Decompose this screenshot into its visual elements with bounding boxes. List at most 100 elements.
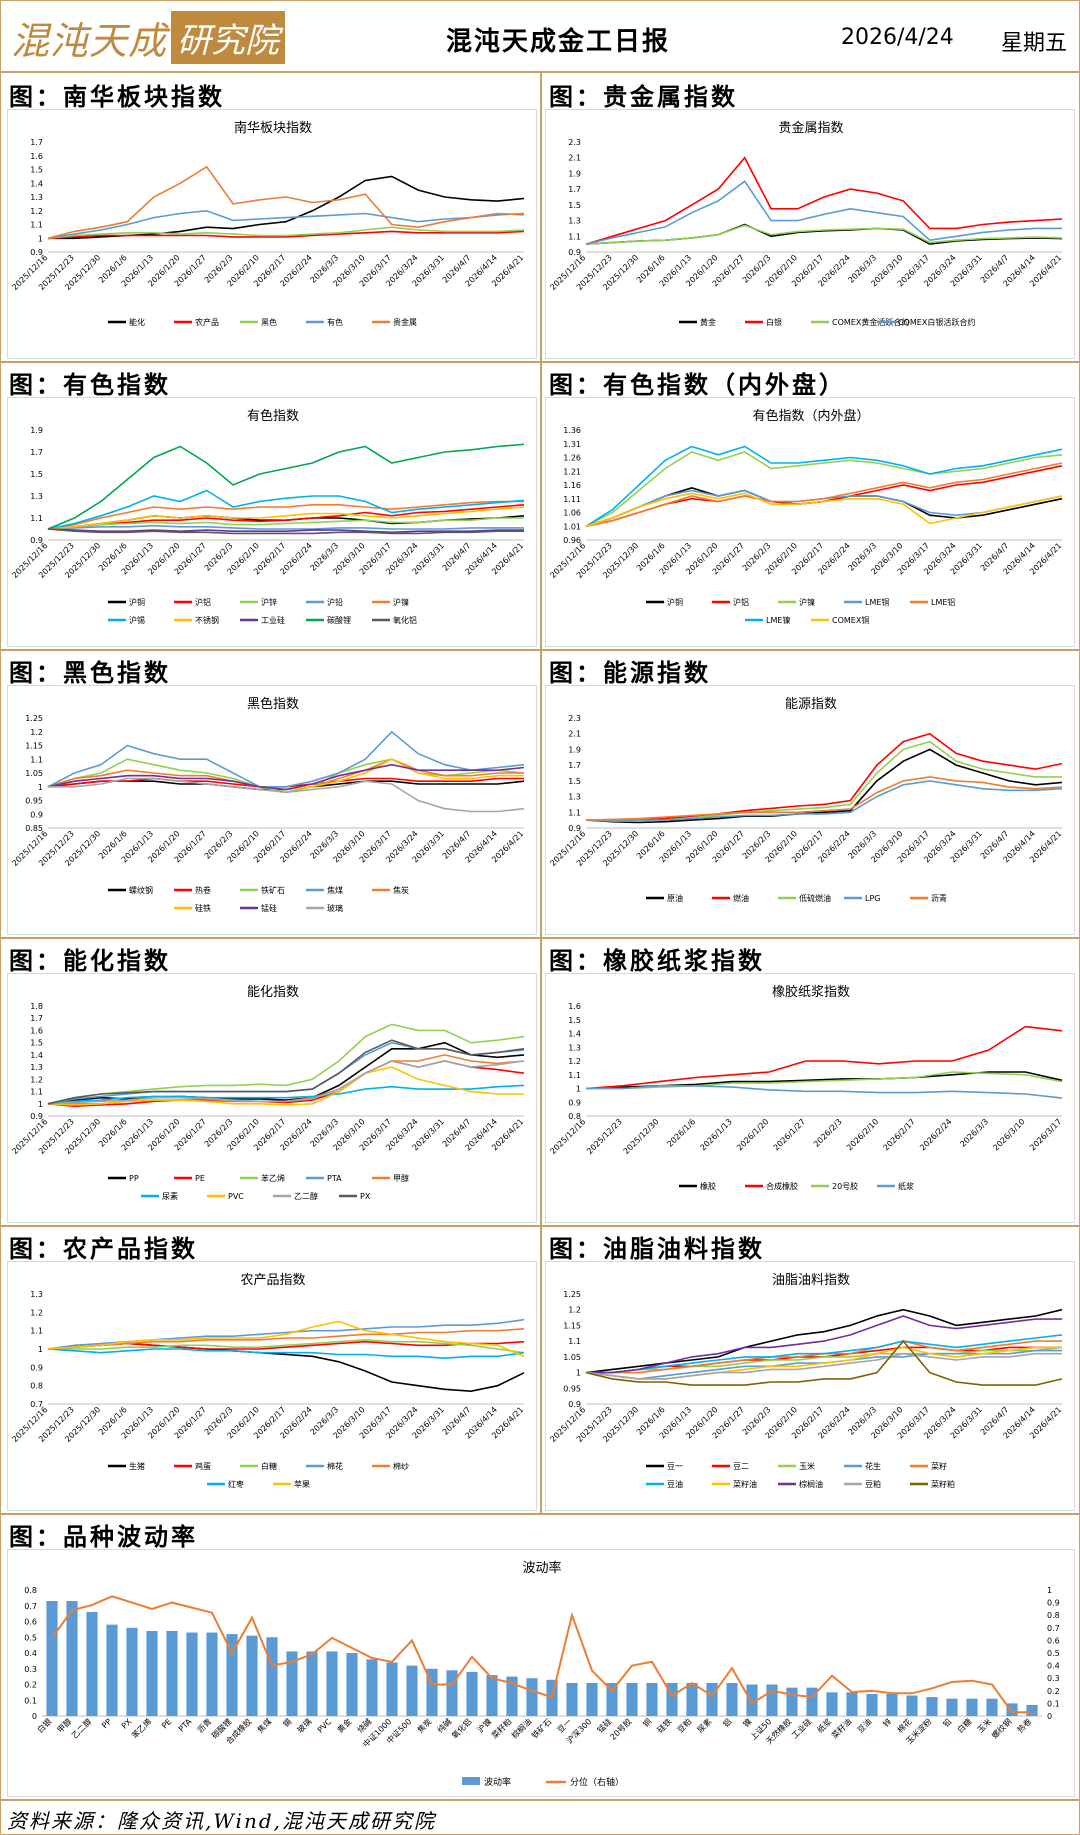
volatility-bar	[746, 1684, 758, 1716]
x-tick-label: 2026/2/10	[845, 1117, 880, 1152]
legend-label: 20号胶	[832, 1181, 858, 1191]
legend-label: 沪铝	[195, 597, 211, 607]
y-tick-label: 0.5	[24, 1633, 37, 1642]
y-tick-label: 1.3	[568, 217, 581, 226]
x-tick-label: PTA	[177, 1717, 194, 1734]
y-tick-label: 1.5	[30, 166, 43, 175]
legend-label: 沪镍	[393, 597, 409, 607]
x-tick-label: 2026/1/20	[735, 1117, 770, 1152]
legend-label: LME镍	[766, 615, 790, 625]
series-line	[586, 1346, 1063, 1374]
legend-label: LPG	[865, 894, 880, 903]
series-line	[585, 451, 1063, 528]
y-tick-label: 0.9	[30, 810, 43, 819]
series-line	[585, 224, 1063, 245]
legend-label: 尿素	[162, 1191, 178, 1201]
y-tick-label: 1.05	[25, 769, 43, 778]
volatility-bar	[66, 1601, 78, 1716]
x-tick-label: PP	[100, 1717, 113, 1730]
y-tick-label: 1.01	[563, 522, 581, 531]
section-title: 图：有色指数（内外盘）	[549, 370, 846, 399]
volatility-bar	[766, 1684, 778, 1716]
legend-label: 沪锌	[261, 597, 277, 607]
y-tick-label: 0.95	[25, 797, 43, 806]
section-title: 图：能源指数	[549, 658, 711, 687]
y-tick-label: 1	[38, 783, 43, 792]
legend-label: 螺纹钢	[129, 885, 153, 895]
series-line	[47, 517, 524, 530]
x-tick-label: 铜	[641, 1716, 654, 1729]
x-tick-label: 2026/1/13	[698, 1117, 733, 1152]
legend-label: 农产品	[195, 317, 219, 327]
y-tick-label: 1.1	[568, 1337, 581, 1346]
legend-label: 沪铝	[733, 597, 749, 607]
chart-svg: 能化指数0.911.11.21.31.41.51.61.71.82025/12/…	[10, 985, 525, 1201]
x-tick-label: 沪镍	[475, 1716, 493, 1734]
y-tick-label: 1.36	[563, 426, 581, 435]
legend-label: 有色	[327, 317, 343, 327]
legend-label: 豆二	[733, 1462, 749, 1471]
section-title: 图：能化指数	[9, 946, 171, 975]
volatility-bar	[666, 1682, 678, 1716]
x-tick-label: 2026/1/27	[772, 1117, 807, 1152]
chart-panel: 油脂油料指数 0.9 0.95 1 1.05 1.1 1.15 1.2 1.25 2025/12/…	[545, 1261, 1075, 1511]
section-title: 图：南华板块指数	[9, 82, 225, 111]
y-tick-label: 1	[576, 1369, 581, 1378]
legend-label: 锰硅	[261, 903, 277, 913]
x-tick-label: 2026/2/17	[882, 1117, 917, 1152]
legend-label: 棕榈油	[799, 1479, 823, 1489]
series-line	[585, 492, 1063, 528]
y2-tick-label: 0.1	[1047, 1699, 1060, 1708]
volatility-bar	[206, 1632, 218, 1716]
y-tick-label: 1.3	[30, 1290, 43, 1299]
x-tick-label: 氧化铝	[449, 1716, 473, 1740]
series-line	[48, 175, 525, 240]
chart-panel: 能化指数 0.9 1 1.1 1.2 1.3 1.4 1.5 1.6 1.7 1.8 2025/12/…	[7, 973, 537, 1223]
y-tick-label: 1.06	[563, 509, 581, 518]
legend-label: COMEX白银活跃合约	[898, 317, 975, 327]
volatility-bar	[346, 1653, 358, 1716]
volatility-bar	[226, 1634, 238, 1716]
legend-label: 热卷	[195, 885, 211, 895]
y2-tick-label: 1	[1047, 1586, 1052, 1595]
y-tick-label: 1.5	[568, 777, 581, 786]
y-tick-label: 1.26	[563, 454, 581, 463]
logo-badge: 研究院	[171, 10, 286, 64]
legend-label: 波动率	[484, 1776, 511, 1788]
x-tick-label: 螺纹钢	[989, 1716, 1013, 1740]
legend-label: 棉花	[327, 1461, 343, 1471]
legend-label: 沥青	[931, 893, 947, 903]
chart-svg: 波动率 0 0.1 0.2 0.3 0.4 0.5 0.6 0.7 0.8 0 0.1 0.2 0.3 0.…	[24, 1560, 1060, 1788]
legend-label: 硅铁	[195, 903, 211, 913]
legend-label: 鸡蛋	[195, 1461, 211, 1471]
series-line	[47, 1084, 525, 1105]
x-tick-label: 镍	[741, 1716, 754, 1729]
legend-label: 菜籽油	[733, 1479, 757, 1489]
y-tick-label: 1.3	[568, 793, 581, 802]
chart-svg: 有色指数（内外盘） 0.96 1.01 1.06 1.11 1.16 1.21 1.26 1.3…	[548, 408, 1063, 625]
y-tick-label: 1.9	[568, 745, 581, 754]
x-tick-label: 焦炭	[415, 1716, 433, 1734]
series-line	[585, 462, 1063, 528]
legend-label: 焦炭	[393, 885, 409, 895]
report-title: 混沌天成金工日报	[446, 27, 671, 57]
legend-label: 乙二醇	[294, 1191, 318, 1201]
y-tick-label: 1.25	[563, 1290, 581, 1299]
x-tick-label: 沥青	[195, 1716, 213, 1734]
legend-label: 合成橡胶	[766, 1181, 798, 1191]
y-tick-label: 1.15	[563, 1321, 581, 1330]
y-tick-label: 1.1	[30, 514, 43, 523]
legend-label: 沪铜	[129, 597, 145, 607]
x-tick-label: 铁矿石	[529, 1716, 553, 1740]
report-weekday: 星期五	[1001, 31, 1068, 56]
chart-svg: 贵金属指数0.91.11.31.51.71.92.12.32025/12/162…	[548, 120, 1063, 327]
volatility-bar	[306, 1651, 318, 1716]
section-title: 图：贵金属指数	[549, 82, 738, 111]
x-tick-label: 铝	[721, 1716, 734, 1729]
chart-title: 能源指数	[785, 697, 837, 712]
volatility-bar	[286, 1651, 298, 1716]
y-tick-label: 1.2	[30, 728, 43, 737]
series-line	[47, 506, 525, 530]
divider	[540, 73, 542, 1513]
legend-label: 甲醇	[393, 1173, 409, 1183]
